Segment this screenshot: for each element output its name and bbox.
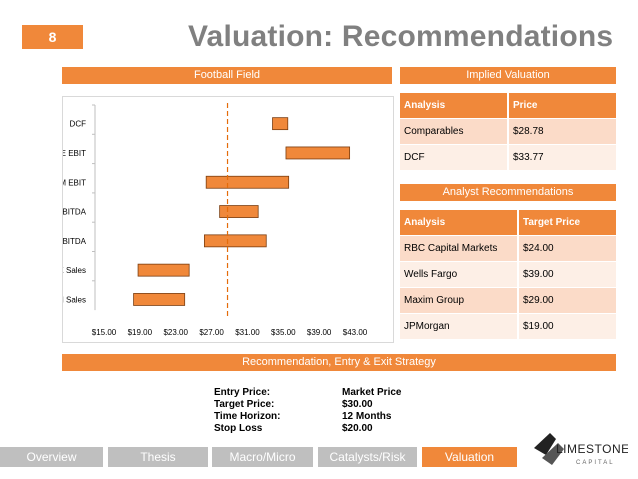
cell-price: $28.78 — [507, 118, 616, 145]
range-bar — [133, 293, 186, 306]
strategy-label: Stop Loss — [214, 423, 263, 434]
cell-analysis: Comparables — [400, 118, 508, 145]
implied-valuation-header: Implied Valuation — [400, 67, 616, 84]
strategy-list: Entry Price: Market Price Target Price: … — [214, 387, 401, 435]
cell-analysis: Maxim Group — [400, 287, 518, 314]
nav-tab-thesis[interactable]: Thesis — [108, 447, 208, 467]
table-row: RBC Capital Markets $24.00 — [400, 235, 616, 262]
logo-subtext: CAPITAL — [576, 460, 615, 466]
table-header-row: Analysis Target Price — [400, 210, 616, 236]
strategy-row: Target Price: $30.00 — [214, 399, 401, 411]
y-tick-label: EV/2013E EBIT — [63, 149, 86, 158]
y-tick-label: EV/LTM EBIT — [63, 178, 86, 187]
x-tick-label: $39.00 — [307, 328, 332, 337]
table-row: Maxim Group $29.00 — [400, 287, 616, 314]
analyst-recommendations-header: Analyst Recommendations — [400, 184, 616, 201]
cell-price: $39.00 — [517, 261, 616, 288]
range-bar — [203, 234, 267, 248]
cell-analysis: JPMorgan — [400, 313, 518, 339]
implied-valuation-table: Analysis Price Comparables $28.78 DCF $3… — [400, 93, 616, 170]
y-tick-label: DCF — [70, 120, 87, 129]
range-bar — [285, 146, 351, 160]
range-bar — [219, 205, 259, 218]
strategy-value: Market Price — [342, 387, 402, 398]
strategy-value: 12 Months — [342, 411, 392, 422]
x-tick-label: $23.00 — [163, 328, 188, 337]
x-tick-label: $31.00 — [235, 328, 260, 337]
x-tick-label: $15.00 — [92, 328, 117, 337]
strategy-value: $30.00 — [342, 399, 373, 410]
table-row: JPMorgan $19.00 — [400, 313, 616, 339]
x-tick-label: $27.00 — [199, 328, 224, 337]
nav-tab-macro-micro[interactable]: Macro/Micro — [212, 447, 313, 467]
cell-analysis: Wells Fargo — [400, 261, 518, 288]
cell-price: $24.00 — [517, 235, 616, 262]
range-bar — [137, 263, 190, 277]
football-field-chart: DCF EV/2013E EBIT EV/LTM EBIT EV/2013E EBIT… — [62, 96, 394, 343]
column-header-analysis: Analysis — [400, 93, 508, 119]
y-tick-label: EV/2013E EBITDA — [63, 208, 87, 217]
football-field-svg: DCF EV/2013E EBIT EV/LTM EBIT EV/2013E EBIT… — [63, 103, 368, 337]
section-nav: Overview Thesis Macro/Micro Catalysts/Ri… — [0, 447, 517, 467]
strategy-row: Time Horizon: 12 Months — [214, 411, 401, 423]
table-row: Wells Fargo $39.00 — [400, 261, 616, 288]
slide-number: 8 — [22, 25, 83, 49]
range-bar — [205, 175, 290, 189]
cell-analysis: DCF — [400, 144, 508, 170]
x-tick-label: $43.00 — [343, 328, 368, 337]
x-tick-label: $35.00 — [271, 328, 296, 337]
strategy-label: Target Price: — [214, 399, 275, 410]
strategy-row: Entry Price: Market Price — [214, 387, 401, 399]
analyst-recommendations-table: Analysis Target Price RBC Capital Market… — [400, 210, 616, 339]
cell-price: $33.77 — [507, 144, 616, 170]
y-tick-label: LV/2013E Sales — [63, 266, 86, 275]
range-bar — [272, 117, 289, 131]
logo-text: LIMESTONE — [556, 442, 628, 456]
nav-tab-overview[interactable]: Overview — [0, 447, 103, 467]
column-header-target-price: Target Price — [517, 210, 616, 236]
nav-tab-catalysts-risk[interactable]: Catalysts/Risk — [318, 447, 417, 467]
y-tick-label: LV/LTM Sales — [63, 295, 86, 304]
table-row: Comparables $28.78 — [400, 118, 616, 145]
company-logo: LIMESTONE CAPITAL — [532, 425, 629, 471]
page-title: Valuation: Recommendations — [188, 20, 614, 53]
cell-price: $29.00 — [517, 287, 616, 314]
cell-analysis: RBC Capital Markets — [400, 235, 518, 262]
x-tick-label: $19.00 — [128, 328, 153, 337]
nav-tab-valuation[interactable]: Valuation — [422, 447, 517, 467]
strategy-value: $20.00 — [342, 423, 373, 434]
strategy-label: Entry Price: — [214, 387, 271, 398]
table-header-row: Analysis Price — [400, 93, 616, 119]
strategy-row: Stop Loss $20.00 — [214, 423, 401, 435]
table-row: DCF $33.77 — [400, 144, 616, 170]
column-header-analysis: Analysis — [400, 210, 518, 236]
y-tick-label: EV/LTM EBITDA — [63, 237, 87, 246]
cell-price: $19.00 — [517, 313, 616, 339]
football-field-header: Football Field — [62, 67, 392, 84]
strategy-header: Recommendation, Entry & Exit Strategy — [62, 354, 616, 371]
strategy-label: Time Horizon: — [214, 411, 281, 422]
column-header-price: Price — [507, 93, 616, 119]
logo-mark: LIMESTONE CAPITAL — [534, 433, 629, 466]
